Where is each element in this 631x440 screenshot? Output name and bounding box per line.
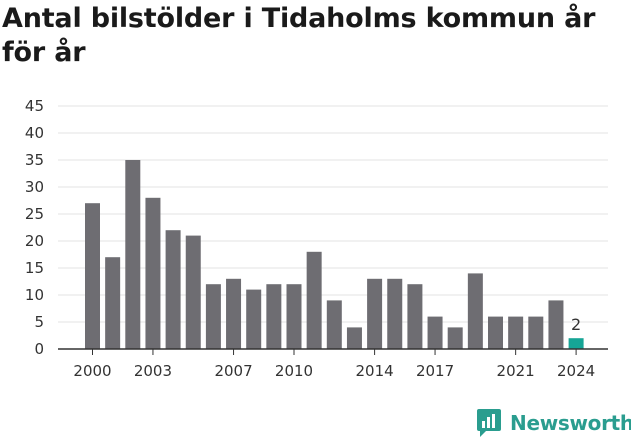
bar-2008 bbox=[246, 289, 262, 349]
y-tick-label: 35 bbox=[25, 151, 44, 169]
bar-2001 bbox=[105, 257, 121, 349]
y-tick-label: 10 bbox=[25, 286, 44, 304]
y-tick-label: 40 bbox=[25, 124, 44, 142]
data-label-2024: 2 bbox=[571, 315, 581, 334]
x-axis-tick-labels: 2000 2003 2007 2010 2014 2017 2021 2024 bbox=[73, 362, 595, 380]
brand-name: Newsworthy bbox=[510, 411, 631, 435]
x-tick-label: 2021 bbox=[497, 362, 535, 380]
y-tick-label: 25 bbox=[25, 205, 44, 223]
bar-2015 bbox=[387, 278, 403, 349]
y-tick-label: 30 bbox=[25, 178, 44, 196]
x-tick-label: 2024 bbox=[557, 362, 595, 380]
x-axis bbox=[58, 348, 608, 355]
y-tick-label: 45 bbox=[25, 97, 44, 115]
gridlines bbox=[58, 105, 608, 323]
bar-2024 bbox=[568, 338, 584, 349]
newsworthy-brand: Newsworthy bbox=[476, 406, 631, 440]
x-tick-label: 2000 bbox=[73, 362, 111, 380]
bar-2003 bbox=[145, 197, 161, 349]
bar-2014 bbox=[367, 278, 383, 349]
y-tick-label: 0 bbox=[34, 340, 44, 358]
bar-2002 bbox=[125, 160, 141, 349]
data-labels: 2 bbox=[571, 315, 581, 334]
y-tick-label: 15 bbox=[25, 259, 44, 277]
bar-2009 bbox=[266, 284, 282, 349]
bar-2018 bbox=[447, 327, 463, 349]
y-axis-tick-labels: 0 5 10 15 20 25 30 35 40 45 bbox=[25, 97, 44, 358]
bar-2020 bbox=[488, 316, 503, 349]
bar-2016 bbox=[407, 284, 423, 349]
bar-2021 bbox=[508, 316, 524, 349]
bars bbox=[85, 160, 584, 349]
x-tick-label: 2017 bbox=[416, 362, 454, 380]
bar-2017 bbox=[427, 316, 443, 349]
bar-2006 bbox=[205, 284, 221, 349]
bar-2005 bbox=[185, 235, 201, 349]
x-tick-label: 2003 bbox=[134, 362, 172, 380]
newsworthy-logo-icon bbox=[477, 409, 501, 437]
chart-title: Antal bilstölder i Tidaholms kommun år f… bbox=[2, 3, 596, 68]
bar-2012 bbox=[326, 300, 342, 349]
x-tick-label: 2007 bbox=[214, 362, 252, 380]
bar-2022 bbox=[528, 316, 544, 349]
bar-2011 bbox=[306, 251, 322, 349]
y-tick-label: 20 bbox=[25, 232, 44, 250]
y-tick-label: 5 bbox=[34, 313, 44, 331]
x-tick-label: 2010 bbox=[275, 362, 313, 380]
x-tick-label: 2014 bbox=[356, 362, 394, 380]
bar-2010 bbox=[286, 284, 302, 349]
bar-2000 bbox=[85, 203, 100, 349]
bar-2004 bbox=[165, 230, 181, 349]
bar-2019 bbox=[467, 273, 483, 349]
bar-2013 bbox=[346, 327, 362, 349]
bar-2007 bbox=[226, 278, 242, 349]
bar-2023 bbox=[548, 300, 564, 349]
